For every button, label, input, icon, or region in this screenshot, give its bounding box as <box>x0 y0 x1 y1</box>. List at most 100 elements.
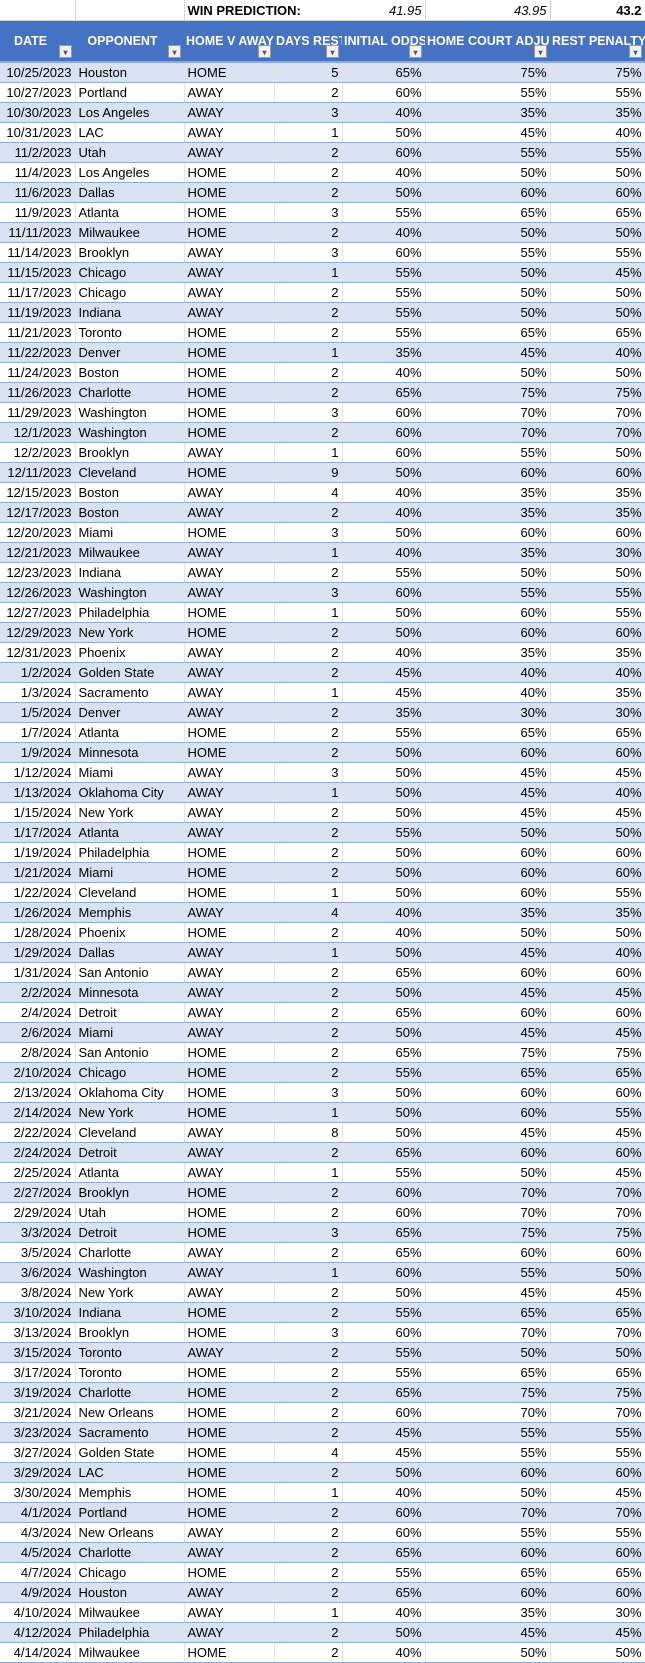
days-rest-cell[interactable]: 2 <box>274 962 343 983</box>
date-cell[interactable]: 3/5/2024 <box>0 1242 76 1263</box>
home-court-adjusted-cell[interactable]: 50% <box>425 1342 551 1363</box>
days-rest-cell[interactable]: 1 <box>274 1482 343 1503</box>
opponent-cell[interactable]: Brooklyn <box>75 442 185 463</box>
rest-penalty-cell[interactable]: 45% <box>550 762 645 783</box>
home-court-adjusted-cell[interactable]: 60% <box>425 1542 551 1563</box>
home-v-away-cell[interactable]: HOME <box>184 422 275 443</box>
home-v-away-cell[interactable]: AWAY <box>184 442 275 463</box>
days-rest-cell[interactable]: 2 <box>274 1202 343 1223</box>
days-rest-cell[interactable]: 3 <box>274 202 343 223</box>
initial-odds-cell[interactable]: 50% <box>342 122 426 143</box>
rest-penalty-cell[interactable]: 45% <box>550 1482 645 1503</box>
rest-penalty-cell[interactable]: 35% <box>550 482 645 503</box>
home-court-adjusted-cell[interactable]: 60% <box>425 182 551 203</box>
home-court-adjusted-cell[interactable]: 75% <box>425 1382 551 1403</box>
opponent-cell[interactable]: Milwaukee <box>75 542 185 563</box>
initial-odds-cell[interactable]: 40% <box>342 542 426 563</box>
rest-penalty-cell[interactable]: 65% <box>550 1562 645 1583</box>
home-court-adjusted-cell[interactable]: 75% <box>425 1222 551 1243</box>
opponent-cell[interactable]: Cleveland <box>75 882 185 903</box>
rest-penalty-cell[interactable]: 55% <box>550 1442 645 1463</box>
opponent-cell[interactable]: Detroit <box>75 1002 185 1023</box>
home-court-adjusted-cell[interactable]: 40% <box>425 662 551 683</box>
home-court-adjusted-cell[interactable]: 60% <box>425 1002 551 1023</box>
rest-penalty-cell[interactable]: 50% <box>550 302 645 323</box>
date-cell[interactable]: 2/27/2024 <box>0 1182 76 1203</box>
opponent-cell[interactable]: Oklahoma City <box>75 1082 185 1103</box>
date-cell[interactable]: 1/26/2024 <box>0 902 76 923</box>
initial-odds-cell[interactable]: 50% <box>342 522 426 543</box>
rest-penalty-cell[interactable]: 35% <box>550 682 645 703</box>
home-court-adjusted-cell[interactable]: 50% <box>425 1642 551 1663</box>
days-rest-cell[interactable]: 2 <box>274 1302 343 1323</box>
rest-penalty-cell[interactable]: 50% <box>550 1262 645 1283</box>
date-cell[interactable]: 11/17/2023 <box>0 282 76 303</box>
home-court-adjusted-cell[interactable]: 65% <box>425 322 551 343</box>
home-court-adjusted-cell[interactable]: 60% <box>425 1242 551 1263</box>
home-v-away-cell[interactable]: AWAY <box>184 282 275 303</box>
initial-odds-cell[interactable]: 60% <box>342 142 426 163</box>
home-court-adjusted-cell[interactable]: 60% <box>425 602 551 623</box>
rest-penalty-cell[interactable]: 75% <box>550 1382 645 1403</box>
initial-odds-cell[interactable]: 55% <box>342 1162 426 1183</box>
opponent-cell[interactable]: Charlotte <box>75 1242 185 1263</box>
days-rest-cell[interactable]: 2 <box>274 322 343 343</box>
date-cell[interactable]: 11/15/2023 <box>0 262 76 283</box>
rest-penalty-cell[interactable]: 75% <box>550 382 645 403</box>
date-cell[interactable]: 1/9/2024 <box>0 742 76 763</box>
days-rest-cell[interactable]: 2 <box>274 1402 343 1423</box>
rest-penalty-cell[interactable]: 60% <box>550 1082 645 1103</box>
rest-penalty-cell[interactable]: 60% <box>550 862 645 883</box>
days-rest-cell[interactable]: 4 <box>274 482 343 503</box>
opponent-cell[interactable]: Miami <box>75 762 185 783</box>
initial-odds-cell[interactable]: 35% <box>342 342 426 363</box>
home-v-away-cell[interactable]: AWAY <box>184 982 275 1003</box>
date-cell[interactable]: 11/22/2023 <box>0 342 76 363</box>
days-rest-cell[interactable]: 3 <box>274 1322 343 1343</box>
opponent-cell[interactable]: New York <box>75 1102 185 1123</box>
days-rest-cell[interactable]: 2 <box>274 162 343 183</box>
initial-odds-cell[interactable]: 40% <box>342 1482 426 1503</box>
date-cell[interactable]: 1/21/2024 <box>0 862 76 883</box>
initial-odds-cell[interactable]: 50% <box>342 762 426 783</box>
home-v-away-cell[interactable]: AWAY <box>184 482 275 503</box>
initial-odds-cell[interactable]: 50% <box>342 1102 426 1123</box>
days-rest-cell[interactable]: 2 <box>274 562 343 583</box>
date-cell[interactable]: 11/24/2023 <box>0 362 76 383</box>
initial-odds-cell[interactable]: 65% <box>342 1382 426 1403</box>
filter-dropdown-icon[interactable]: ▾ <box>409 45 423 58</box>
initial-odds-cell[interactable]: 60% <box>342 1202 426 1223</box>
opponent-cell[interactable]: San Antonio <box>75 962 185 983</box>
opponent-cell[interactable]: Cleveland <box>75 1122 185 1143</box>
home-v-away-cell[interactable]: HOME <box>184 1442 275 1463</box>
initial-odds-cell[interactable]: 40% <box>342 362 426 383</box>
opponent-cell[interactable]: Atlanta <box>75 822 185 843</box>
date-cell[interactable]: 11/2/2023 <box>0 142 76 163</box>
rest-penalty-cell[interactable]: 70% <box>550 1322 645 1343</box>
date-cell[interactable]: 2/29/2024 <box>0 1202 76 1223</box>
days-rest-cell[interactable]: 2 <box>274 222 343 243</box>
date-cell[interactable]: 2/8/2024 <box>0 1042 76 1063</box>
home-v-away-cell[interactable]: AWAY <box>184 1342 275 1363</box>
home-court-adjusted-cell[interactable]: 60% <box>425 462 551 483</box>
home-v-away-cell[interactable]: AWAY <box>184 302 275 323</box>
home-court-adjusted-cell[interactable]: 35% <box>425 502 551 523</box>
home-court-adjusted-cell[interactable]: 60% <box>425 862 551 883</box>
opponent-cell[interactable]: Utah <box>75 142 185 163</box>
initial-odds-cell[interactable]: 60% <box>342 82 426 103</box>
days-rest-cell[interactable]: 2 <box>274 142 343 163</box>
win-prediction-initial-odds[interactable]: 41.95 <box>342 0 426 21</box>
date-cell[interactable]: 1/13/2024 <box>0 782 76 803</box>
home-court-adjusted-cell[interactable]: 40% <box>425 682 551 703</box>
initial-odds-cell[interactable]: 65% <box>342 1002 426 1023</box>
rest-penalty-cell[interactable]: 60% <box>550 1582 645 1603</box>
date-cell[interactable]: 3/8/2024 <box>0 1282 76 1303</box>
initial-odds-cell[interactable]: 50% <box>342 1622 426 1643</box>
days-rest-cell[interactable]: 2 <box>274 862 343 883</box>
initial-odds-cell[interactable]: 40% <box>342 482 426 503</box>
rest-penalty-cell[interactable]: 65% <box>550 1302 645 1323</box>
initial-odds-cell[interactable]: 65% <box>342 1542 426 1563</box>
opponent-cell[interactable]: New Orleans <box>75 1522 185 1543</box>
date-cell[interactable]: 2/6/2024 <box>0 1022 76 1043</box>
days-rest-cell[interactable]: 1 <box>274 342 343 363</box>
